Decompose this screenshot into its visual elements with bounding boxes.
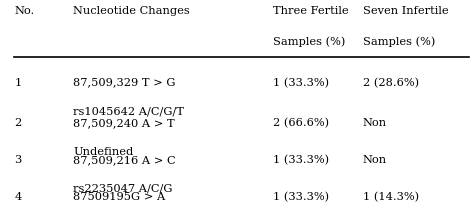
Text: 1 (14.3%): 1 (14.3%): [363, 192, 419, 202]
Text: rs1045642 A/C/G/T: rs1045642 A/C/G/T: [73, 106, 184, 116]
Text: Nucleotide Changes: Nucleotide Changes: [73, 6, 190, 16]
Text: 4: 4: [14, 192, 21, 202]
Text: 1 (33.3%): 1 (33.3%): [273, 155, 328, 165]
Text: 87509195G > A: 87509195G > A: [73, 192, 166, 202]
Text: 1 (33.3%): 1 (33.3%): [273, 78, 328, 88]
Text: 2 (66.6%): 2 (66.6%): [273, 118, 328, 129]
Text: 2 (28.6%): 2 (28.6%): [363, 78, 419, 88]
Text: rs2235047 A/C/G: rs2235047 A/C/G: [73, 184, 173, 194]
Text: 1: 1: [14, 78, 21, 88]
Text: 1 (33.3%): 1 (33.3%): [273, 192, 328, 202]
Text: Non: Non: [363, 118, 387, 128]
Text: Samples (%): Samples (%): [273, 37, 345, 47]
Text: Samples (%): Samples (%): [363, 37, 435, 47]
Text: 87,509,329 T > G: 87,509,329 T > G: [73, 78, 176, 88]
Text: Non: Non: [363, 155, 387, 165]
Text: 87,509,216 A > C: 87,509,216 A > C: [73, 155, 176, 165]
Text: 2: 2: [14, 118, 21, 128]
Text: 3: 3: [14, 155, 21, 165]
Text: Three Fertile: Three Fertile: [273, 6, 348, 16]
Text: 87,509,240 A > T: 87,509,240 A > T: [73, 118, 175, 128]
Text: No.: No.: [14, 6, 35, 16]
Text: Seven Infertile: Seven Infertile: [363, 6, 448, 16]
Text: Undefined: Undefined: [73, 147, 134, 157]
